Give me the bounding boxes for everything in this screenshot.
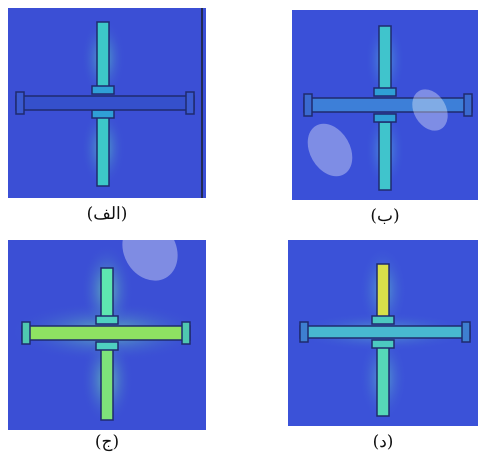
field-panel-alef — [8, 8, 206, 198]
caption-jim: (ج) — [94, 432, 120, 452]
field-panel-jim — [8, 240, 206, 430]
field-plot-be — [292, 10, 478, 200]
caption-be: (ب) — [370, 206, 400, 226]
field-plot-dal — [288, 240, 478, 426]
field-plot-jim — [8, 240, 206, 430]
field-plot-alef — [8, 8, 206, 198]
caption-alef: (الف) — [86, 204, 128, 224]
field-panel-dal — [288, 240, 478, 426]
caption-dal: (د) — [372, 432, 394, 452]
field-panel-be — [292, 10, 478, 200]
